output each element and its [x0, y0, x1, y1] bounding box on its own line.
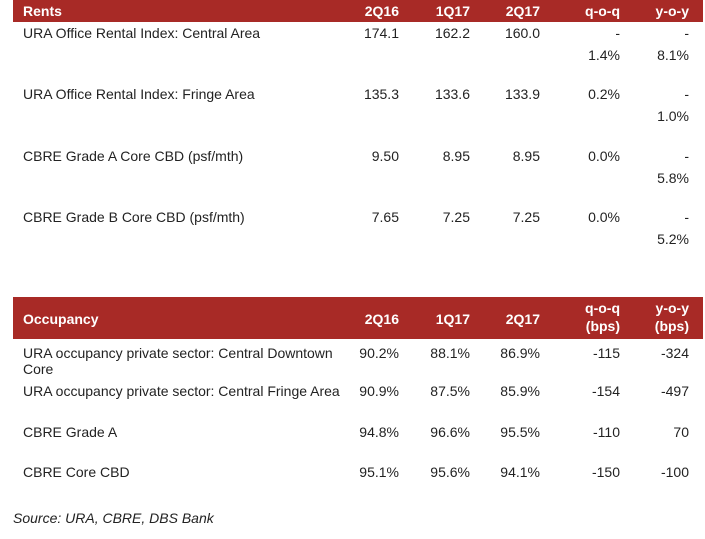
table-row: CBRE Grade A Core CBD (psf/mth) 9.50 8.9…	[23, 148, 689, 186]
source-note: Source: URA, CBRE, DBS Bank	[13, 510, 214, 526]
table-row: URA Office Rental Index: Fringe Area 135…	[23, 86, 689, 124]
col-yoy: y-o-y	[655, 3, 689, 19]
table-row: CBRE Grade A 94.8% 96.6% 95.5% -110 70	[23, 424, 689, 440]
rents-header: Rents 2Q16 1Q17 2Q17 q-o-q y-o-y	[13, 0, 703, 22]
col-qoq: q-o-q	[585, 3, 620, 19]
table-row: URA Office Rental Index: Central Area 17…	[23, 25, 689, 63]
table-row: CBRE Core CBD 95.1% 95.6% 94.1% -150 -10…	[23, 464, 689, 480]
rents-title: Rents	[23, 3, 62, 19]
occupancy-title: Occupancy	[23, 311, 99, 327]
col-1q17: 1Q17	[435, 3, 470, 19]
table-row: CBRE Grade B Core CBD (psf/mth) 7.65 7.2…	[23, 209, 689, 247]
table-row: URA occupancy private sector: Central Fr…	[23, 383, 689, 399]
col-2q16: 2Q16	[364, 3, 399, 19]
table-row: URA occupancy private sector: Central Do…	[23, 345, 689, 377]
occupancy-header: Occupancy 2Q16 1Q17 2Q17 q-o-q y-o-y (bp…	[13, 297, 703, 339]
col-2q17: 2Q17	[505, 3, 540, 19]
